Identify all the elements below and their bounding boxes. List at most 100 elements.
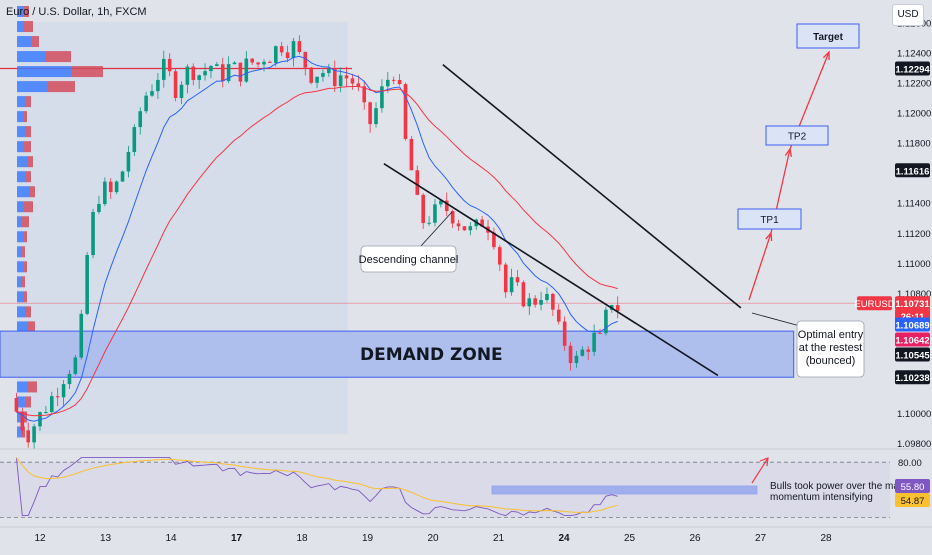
candle-body (503, 264, 508, 293)
candle-body (515, 277, 520, 283)
candle-body (332, 68, 337, 87)
candle-body (120, 171, 125, 182)
candle-body (368, 102, 372, 125)
channel-upper-line (442, 63, 742, 309)
channel-lower-line (383, 163, 719, 377)
volume-profile-buy-bar (17, 381, 27, 393)
volume-profile-buy-bar (17, 231, 23, 243)
rsi-line (15, 457, 618, 517)
price-tag-label: 1.10238 (895, 373, 929, 384)
volume-profile-buy-bar (17, 201, 23, 213)
price-tag (895, 347, 930, 362)
rsi-arrow-head (759, 457, 769, 467)
volume-profile-sell-bar (23, 141, 31, 153)
price-tag-label: 1.12294 (895, 64, 930, 75)
price-tag (895, 332, 930, 347)
volume-profile-sell-bar (45, 51, 71, 63)
candle-body (215, 64, 219, 67)
volume-profile-sell-bar (23, 6, 29, 18)
candle-body (173, 71, 178, 99)
optimal-entry-label-line: at the restest (799, 342, 863, 354)
volume-profile-buy-bar (17, 96, 25, 108)
candle-body (61, 384, 66, 398)
price-axis-label: 1.09800 (897, 439, 931, 450)
candle-body (55, 396, 60, 398)
candle-body (309, 67, 313, 83)
candle-body (32, 426, 36, 443)
rsi-value-tag (895, 493, 930, 507)
candle-body (85, 255, 89, 314)
volume-profile-sell-bar (47, 81, 75, 93)
candle-body (421, 194, 425, 224)
descending-channel-callout (360, 245, 457, 273)
candle-body (374, 108, 378, 125)
optimal-entry-callout (796, 320, 865, 378)
candle-body (26, 430, 31, 443)
rsi-value-tag-label: 54.87 (901, 496, 925, 507)
candle-body (480, 219, 484, 227)
candle-body (20, 411, 25, 431)
candle-body (97, 204, 101, 213)
candle-body (232, 62, 237, 65)
price-axis-label: 1.12000 (897, 109, 931, 120)
candle-body (338, 75, 343, 87)
volume-profile-sell-bar (23, 261, 27, 273)
demand-zone-label: DEMAND ZONE (360, 345, 503, 365)
symbol-tag (857, 296, 892, 311)
candle-body (108, 181, 113, 193)
candle-body (604, 309, 608, 334)
candle-body (362, 86, 367, 103)
time-axis-label: 14 (165, 533, 177, 544)
candle-body (297, 41, 302, 53)
volume-profile-buy-bar (17, 156, 27, 168)
candle-body (315, 76, 319, 83)
candle-body (568, 345, 573, 364)
moving-average-fast (16, 55, 618, 422)
chart-title: Euro / U.S. Dollar, 1h, FXCM (6, 6, 147, 18)
candle-body (586, 349, 591, 352)
price-tag-label: 1.10642 (895, 336, 929, 347)
price-axis-label: 1.12400 (897, 49, 931, 60)
price-axis-label: 1.11400 (897, 199, 931, 210)
candle-body (197, 75, 201, 80)
candle-body (533, 298, 537, 305)
volume-profile-buy-bar (17, 426, 21, 438)
time-axis-label: 17 (231, 533, 243, 544)
volume-profile-buy-bar (17, 141, 23, 153)
target-box-tp2 (765, 125, 829, 146)
currency-button[interactable]: USD (892, 4, 924, 26)
rsi-annotation-line: momentum intensifying (770, 492, 873, 503)
time-axis-label: 18 (296, 533, 308, 544)
descending-channel-label: Descending channel (359, 254, 459, 266)
candle-body (427, 222, 431, 224)
time-axis-label: 27 (755, 533, 767, 544)
volume-profile-sell-bar (23, 231, 27, 243)
rsi-ma-line (16, 457, 618, 513)
volume-profile-sell-bar (25, 396, 31, 408)
volume-profile-buy-bar (17, 411, 23, 423)
volume-profile-sell-bar (23, 111, 27, 123)
optimal-entry-label-line: Optimal entry (798, 329, 864, 341)
candle-body (220, 64, 225, 82)
candle-body (409, 138, 414, 171)
candle-body (185, 66, 190, 85)
candle-body (274, 46, 278, 63)
candle-body (179, 84, 184, 99)
rsi-axis-label: 80.00 (898, 458, 922, 469)
candle-body (327, 68, 331, 74)
candle-body (285, 52, 290, 59)
candle-body (450, 211, 455, 224)
volume-profile-sell-bar (21, 426, 25, 438)
price-tag (895, 296, 930, 311)
optimal-entry-label-line: (bounced) (806, 355, 856, 367)
candle-body (226, 64, 231, 82)
price-tag-label: 1.10545 (895, 351, 930, 362)
candle-body (391, 79, 396, 81)
candle-body (456, 223, 461, 227)
time-axis-label: 26 (689, 533, 701, 544)
target-label: TP1 (760, 215, 779, 226)
target-box-tp1 (737, 208, 802, 230)
time-axis-label: 19 (362, 533, 374, 544)
volume-profile-buy-bar (17, 81, 47, 93)
price-tag-label: 1.10689 (895, 321, 929, 332)
